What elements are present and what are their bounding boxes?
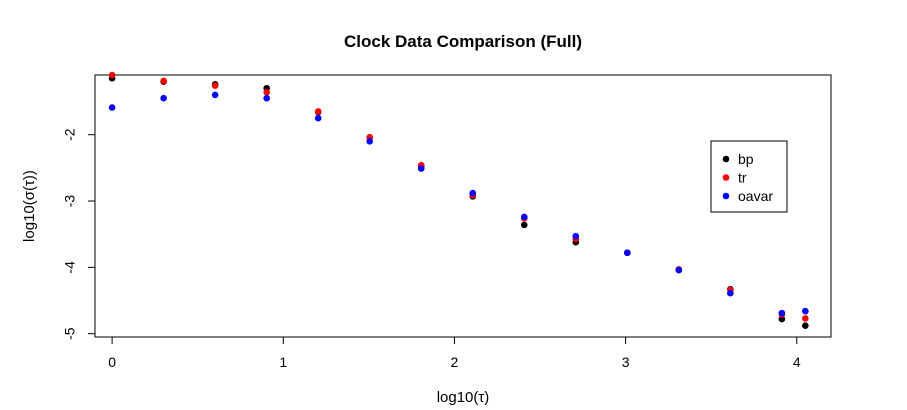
point-oavar [624, 249, 631, 257]
legend-marker-tr [722, 174, 730, 181]
x-axis-label: log10(τ) [437, 389, 490, 406]
x-axis: 0 1 2 3 4 [108, 337, 801, 370]
point-oavar [263, 94, 270, 102]
point-tr [108, 71, 116, 79]
legend-label-oavar: oavar [738, 188, 773, 204]
series-oavar [108, 91, 809, 317]
point-tr [802, 315, 809, 322]
y-tick-label: -3 [62, 195, 78, 208]
point-oavar [802, 307, 809, 315]
y-tick-label: -5 [62, 327, 78, 340]
point-oavar [160, 94, 167, 102]
y-axis-label: log10(σ(τ)) [21, 170, 38, 242]
series-tr [108, 71, 809, 322]
x-tick-label: 2 [451, 354, 459, 370]
point-oavar [778, 309, 786, 317]
legend: bp tr oavar [710, 140, 788, 213]
y-axis: -2 -3 -4 -5 [62, 128, 95, 340]
point-tr [160, 77, 167, 85]
legend-label-tr: tr [738, 170, 747, 186]
chart-title: Clock Data Comparison (Full) [344, 32, 582, 51]
point-tr [263, 88, 270, 96]
series-bp [108, 75, 809, 330]
point-oavar [469, 189, 477, 197]
legend-label-bp: bp [738, 151, 754, 167]
x-tick-label: 0 [108, 354, 116, 370]
point-oavar [211, 91, 219, 99]
y-tick-label: -4 [62, 261, 78, 274]
point-tr [211, 82, 219, 89]
x-tick-label: 4 [793, 354, 801, 370]
point-oavar [108, 104, 116, 111]
legend-marker-oavar [722, 192, 730, 200]
plot-frame [94, 74, 832, 338]
point-oavar [727, 289, 734, 297]
point-oavar [520, 213, 528, 221]
point-bp [802, 322, 809, 330]
x-tick-label: 3 [622, 354, 630, 370]
point-oavar [675, 266, 683, 274]
point-oavar [572, 232, 580, 240]
legend-marker-bp [722, 155, 730, 163]
point-oavar [366, 138, 374, 145]
x-tick-label: 1 [279, 354, 287, 370]
data-points [108, 71, 809, 330]
y-tick-label: -2 [62, 128, 78, 141]
point-bp [778, 315, 786, 323]
point-tr [314, 108, 322, 115]
point-oavar [417, 165, 425, 172]
point-bp [520, 221, 528, 229]
point-oavar [314, 114, 322, 122]
